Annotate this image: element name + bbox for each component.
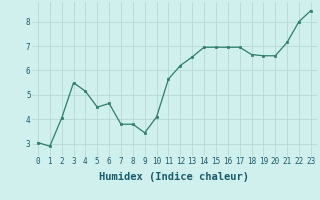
X-axis label: Humidex (Indice chaleur): Humidex (Indice chaleur)	[100, 172, 249, 182]
